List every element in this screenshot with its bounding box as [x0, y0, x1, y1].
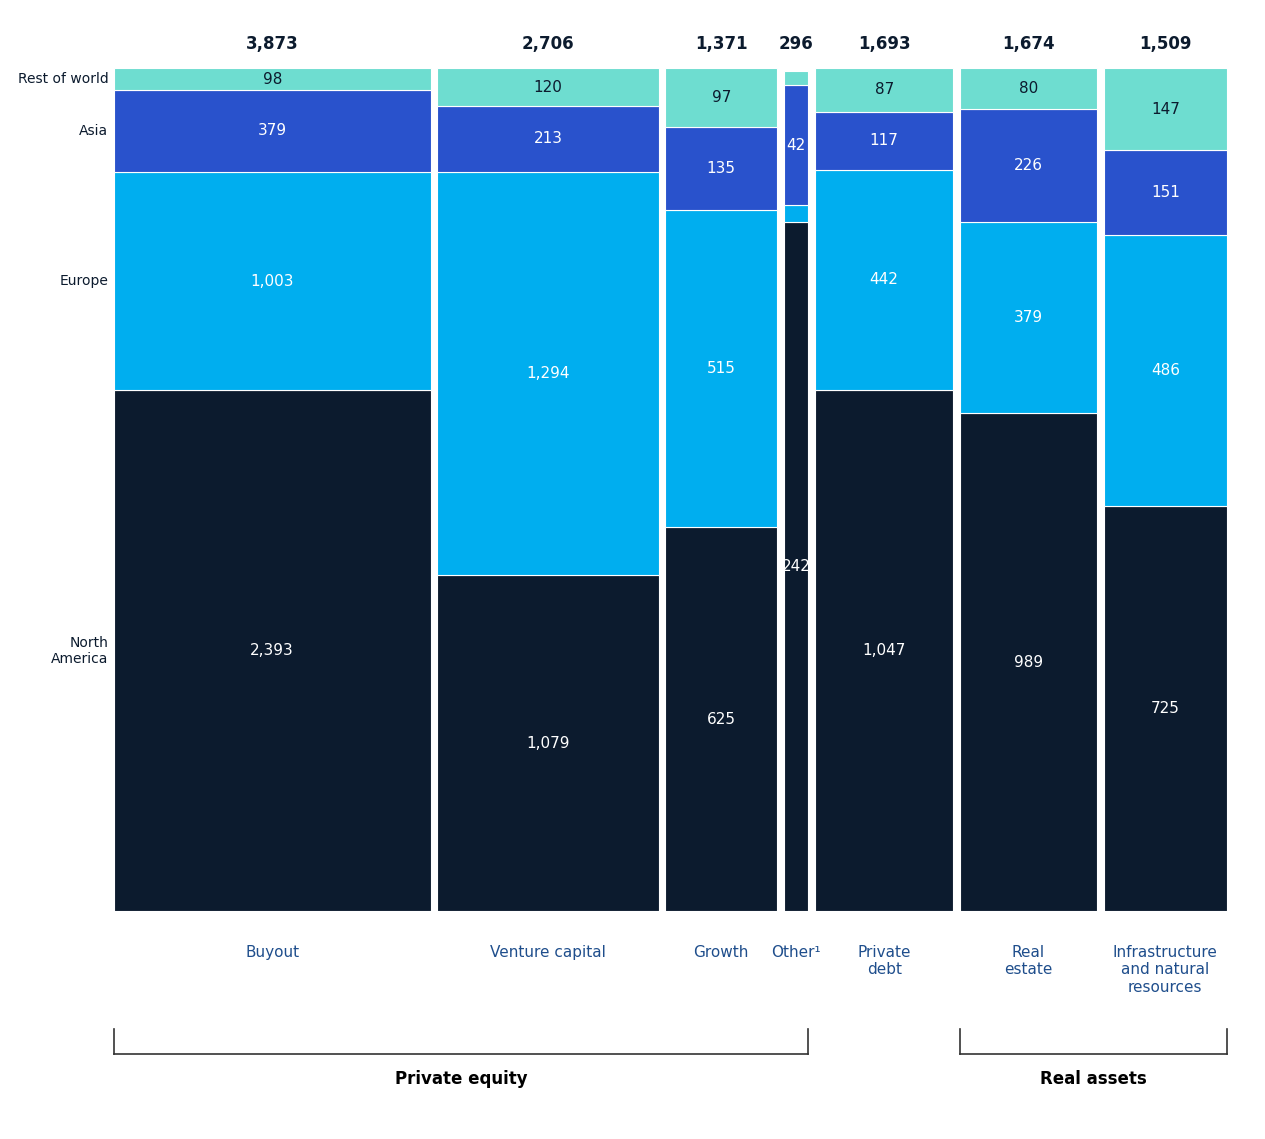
Text: Other¹: Other¹ — [772, 945, 821, 960]
Text: Venture capital: Venture capital — [490, 945, 606, 960]
Text: 135: 135 — [707, 162, 736, 177]
FancyBboxPatch shape — [960, 108, 1097, 222]
Text: 97: 97 — [712, 90, 731, 105]
Text: 226: 226 — [1015, 158, 1044, 173]
FancyBboxPatch shape — [784, 222, 808, 911]
FancyBboxPatch shape — [665, 67, 778, 128]
Text: 120: 120 — [534, 80, 563, 95]
FancyBboxPatch shape — [665, 128, 778, 211]
Text: 117: 117 — [870, 133, 898, 148]
Text: 2,706: 2,706 — [521, 35, 574, 54]
Text: 1,693: 1,693 — [858, 35, 911, 54]
FancyBboxPatch shape — [815, 112, 954, 170]
Text: Private equity: Private equity — [395, 1070, 528, 1088]
Text: 87: 87 — [874, 82, 894, 98]
Text: 3,873: 3,873 — [245, 35, 299, 54]
Text: Private
debt: Private debt — [858, 945, 911, 977]
Text: 486: 486 — [1151, 363, 1180, 378]
Text: 379: 379 — [258, 123, 287, 139]
Text: 1,509: 1,509 — [1138, 35, 1192, 54]
FancyBboxPatch shape — [1103, 150, 1227, 235]
Text: 213: 213 — [534, 131, 563, 147]
Text: Real
estate: Real estate — [1004, 945, 1052, 977]
Text: Infrastructure
and natural
resources: Infrastructure and natural resources — [1113, 945, 1218, 994]
FancyBboxPatch shape — [665, 211, 778, 527]
FancyBboxPatch shape — [114, 172, 430, 391]
Text: 296: 296 — [779, 35, 813, 54]
Text: Asia: Asia — [80, 124, 109, 138]
Text: 98: 98 — [263, 72, 282, 87]
Text: 80: 80 — [1018, 81, 1039, 96]
FancyBboxPatch shape — [438, 575, 659, 911]
FancyBboxPatch shape — [784, 71, 808, 85]
Text: 1,674: 1,674 — [1002, 35, 1055, 54]
FancyBboxPatch shape — [114, 391, 430, 911]
Text: North
America: North America — [51, 636, 109, 666]
Text: 242: 242 — [782, 559, 811, 574]
Text: 725: 725 — [1151, 702, 1180, 716]
Text: Buyout: Buyout — [245, 945, 300, 960]
FancyBboxPatch shape — [1103, 68, 1227, 150]
Text: 1,079: 1,079 — [526, 736, 569, 751]
Text: 1,294: 1,294 — [526, 366, 569, 382]
FancyBboxPatch shape — [784, 85, 808, 205]
FancyBboxPatch shape — [438, 172, 659, 575]
Text: 147: 147 — [1151, 101, 1180, 117]
Text: 515: 515 — [707, 361, 736, 376]
FancyBboxPatch shape — [960, 413, 1097, 911]
FancyBboxPatch shape — [1103, 506, 1227, 911]
FancyBboxPatch shape — [960, 68, 1097, 108]
Text: 1,371: 1,371 — [694, 35, 748, 54]
FancyBboxPatch shape — [815, 68, 954, 112]
Text: 989: 989 — [1015, 655, 1044, 670]
Text: 379: 379 — [1015, 310, 1044, 326]
FancyBboxPatch shape — [815, 170, 954, 390]
Text: 2,393: 2,393 — [250, 644, 293, 658]
Text: 625: 625 — [707, 712, 736, 727]
FancyBboxPatch shape — [960, 222, 1097, 413]
Text: Europe: Europe — [59, 274, 109, 288]
FancyBboxPatch shape — [815, 390, 954, 911]
FancyBboxPatch shape — [665, 527, 778, 911]
Text: Rest of world: Rest of world — [18, 72, 109, 87]
Text: 42: 42 — [787, 138, 806, 153]
Text: Growth: Growth — [693, 945, 749, 960]
FancyBboxPatch shape — [784, 205, 808, 222]
Text: 1,047: 1,047 — [863, 644, 906, 658]
FancyBboxPatch shape — [114, 90, 430, 172]
FancyBboxPatch shape — [438, 68, 659, 106]
Text: 151: 151 — [1151, 186, 1180, 200]
Text: 1,003: 1,003 — [250, 273, 293, 289]
FancyBboxPatch shape — [438, 106, 659, 172]
FancyBboxPatch shape — [114, 68, 430, 90]
Text: 442: 442 — [870, 272, 898, 287]
Text: Real assets: Real assets — [1040, 1070, 1147, 1088]
FancyBboxPatch shape — [1103, 235, 1227, 506]
